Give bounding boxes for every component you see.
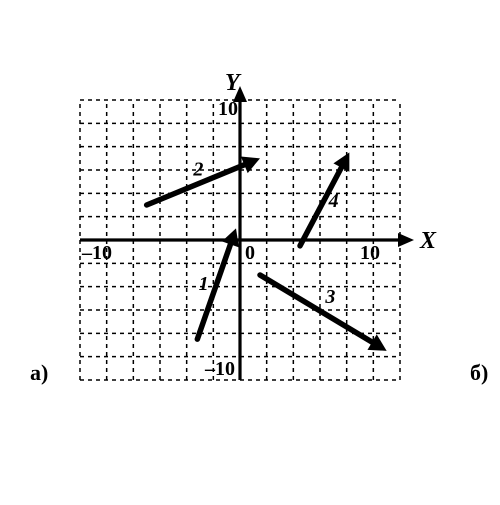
y-axis-label: Y — [225, 70, 240, 97]
x-pos-tick: 10 — [360, 242, 380, 265]
figure-container: 1 2 3 4 Y X 10 –10 –10 10 0 а) б) — [0, 0, 500, 505]
x-neg-tick: –10 — [82, 242, 112, 265]
origin-label: 0 — [245, 242, 255, 265]
coordinate-plane: 1 2 3 4 — [80, 100, 400, 380]
vector-label-4: 4 — [328, 190, 339, 212]
vector-label-2: 2 — [192, 159, 203, 181]
x-axis-arrowhead-icon — [398, 233, 414, 247]
vector-label-3: 3 — [324, 286, 335, 308]
vector-label-1: 1 — [199, 273, 209, 295]
plot-svg: 1 2 3 4 — [80, 100, 400, 380]
sublabel-left: а) — [30, 360, 48, 386]
x-axis-label: X — [420, 228, 436, 255]
y-neg-tick: –10 — [205, 358, 235, 381]
sublabel-right: б) — [470, 360, 488, 386]
y-pos-tick: 10 — [218, 98, 238, 121]
